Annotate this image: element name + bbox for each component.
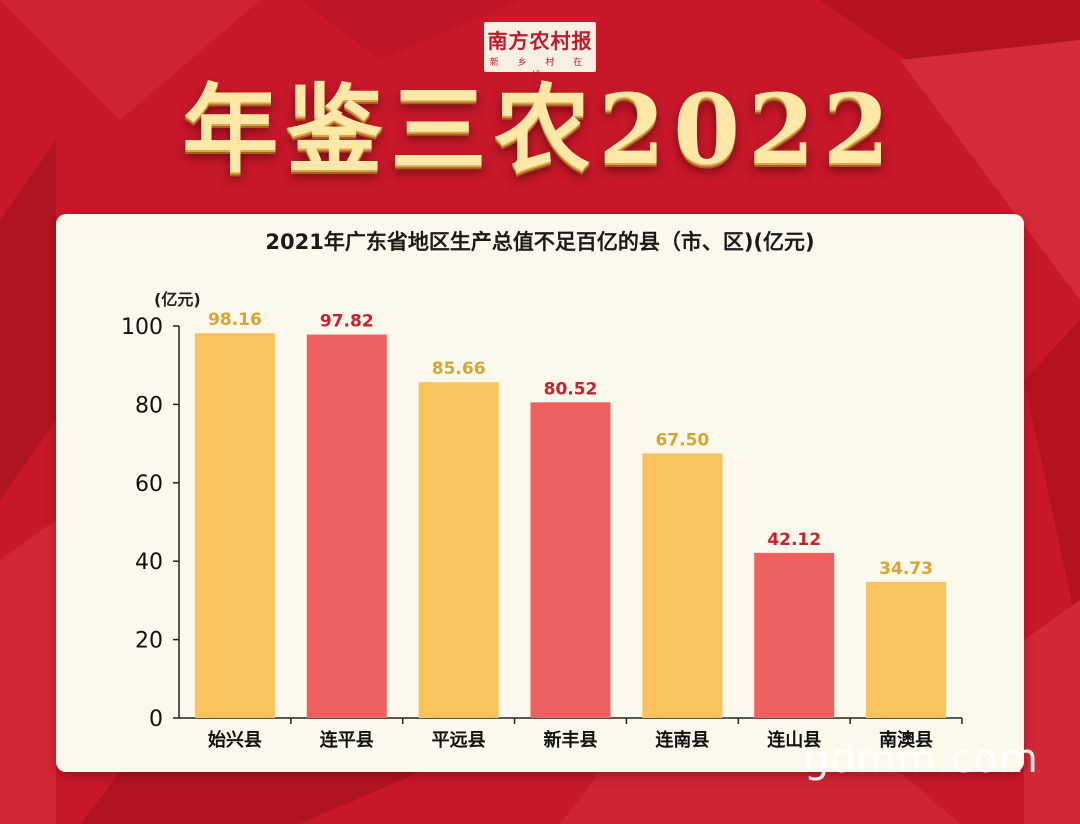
y-tick-label: 100 [121, 315, 163, 340]
x-tick-label: 平远县 [432, 730, 486, 751]
y-tick-label: 0 [149, 707, 163, 732]
chart-title: 2021年广东省地区生产总值不足百亿的县（市、区)(亿元) [265, 230, 815, 254]
x-tick-label: 连平县 [320, 729, 374, 751]
logo-text: 南方农村报 [487, 29, 593, 53]
data-label: 85.66 [432, 359, 486, 379]
watermark: gdmm.com [804, 736, 1039, 782]
y-tick-label: 40 [135, 550, 163, 575]
bar [754, 552, 835, 718]
x-tick-label: 连山县 [767, 729, 821, 751]
bar [418, 382, 499, 718]
data-label: 67.50 [655, 430, 709, 450]
x-tick-label: 南澳县 [879, 729, 933, 751]
logo-subtext: 新 乡 村 在 线 [489, 58, 591, 81]
data-label: 42.12 [767, 530, 821, 550]
y-axis-unit-label: (亿元) [154, 290, 201, 309]
bar [194, 333, 275, 718]
x-tick-label: 始兴县 [208, 729, 262, 751]
data-label: 97.82 [320, 312, 374, 332]
newspaper-logo: 南方农村报 新 乡 村 在 线 [484, 22, 596, 81]
y-tick-label: 60 [135, 472, 163, 497]
x-tick-label: 连南县 [655, 729, 709, 751]
x-tick-label: 新丰县 [544, 729, 598, 751]
y-tick-label: 80 [135, 393, 163, 418]
bar [866, 581, 947, 718]
data-label: 98.16 [208, 310, 262, 330]
data-label: 80.52 [544, 379, 598, 399]
bar [306, 334, 387, 718]
data-label: 34.73 [879, 559, 933, 579]
bar [642, 453, 723, 718]
bar [530, 402, 611, 718]
banner-title: 年鉴三农2022 [182, 73, 898, 186]
y-tick-label: 20 [135, 629, 163, 654]
